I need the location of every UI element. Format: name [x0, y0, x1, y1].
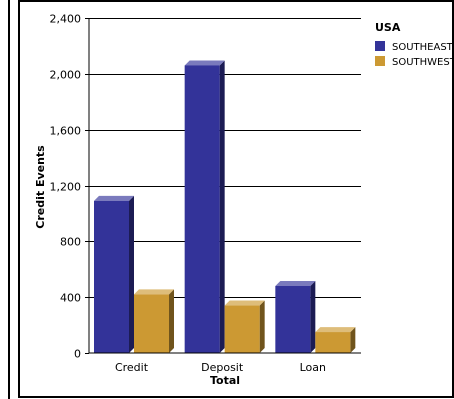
- bar-side: [310, 281, 316, 353]
- y-tick-label: 1,200: [50, 181, 82, 194]
- x-tick-label: Loan: [300, 361, 326, 374]
- panel-divider: [8, 0, 10, 399]
- bar-top: [94, 195, 134, 201]
- bar-top: [315, 327, 356, 333]
- bar-face: [184, 65, 220, 353]
- y-tick-label: 400: [60, 292, 81, 305]
- bar-side: [169, 289, 174, 353]
- bar-top: [224, 300, 265, 306]
- bar-face: [224, 305, 260, 353]
- y-tick-labels: 0 400 800 1,200 1,600 2,000 2,400: [50, 13, 82, 361]
- bar-top: [275, 281, 316, 286]
- bar-side: [350, 327, 356, 353]
- x-tick-labels: Credit Deposit Loan: [115, 361, 326, 374]
- bar-southeast-credit: [94, 195, 134, 353]
- y-axis-title: Credit Events: [34, 145, 47, 229]
- legend-swatch-southwest: [375, 56, 385, 66]
- bar-side: [219, 60, 225, 353]
- bar-southwest-credit: [134, 289, 174, 353]
- bar-face: [94, 200, 129, 353]
- bar-side: [259, 300, 265, 353]
- y-tick-label: 0: [74, 348, 81, 361]
- bar-face: [275, 286, 311, 353]
- bar-face: [134, 294, 169, 353]
- legend-title: USA: [375, 21, 401, 34]
- legend-label-southwest: SOUTHWEST: [392, 57, 454, 68]
- legend: USA SOUTHEAST SOUTHWEST: [375, 21, 454, 68]
- y-tick-label: 1,600: [50, 125, 82, 138]
- bar-southwest-deposit: [224, 300, 265, 353]
- axes: [88, 18, 361, 354]
- x-axis-title: Total: [210, 374, 240, 387]
- left-panel-edge: [0, 0, 11, 399]
- y-tick-label: 2,400: [50, 13, 82, 26]
- y-tick-label: 2,000: [50, 69, 82, 82]
- bar-southeast-loan: [275, 281, 316, 353]
- bar-top: [184, 60, 225, 66]
- bar-face: [315, 332, 351, 353]
- bars: [94, 60, 356, 353]
- bar-side: [129, 195, 134, 353]
- bar-southwest-loan: [315, 327, 356, 353]
- legend-label-southeast: SOUTHEAST: [392, 42, 454, 53]
- x-tick-label: Credit: [115, 361, 149, 374]
- x-tick-label: Deposit: [201, 361, 244, 374]
- bar-southeast-deposit: [184, 60, 225, 353]
- bar-top: [134, 289, 174, 295]
- legend-swatch-southeast: [375, 41, 385, 51]
- y-tick-label: 800: [60, 236, 81, 249]
